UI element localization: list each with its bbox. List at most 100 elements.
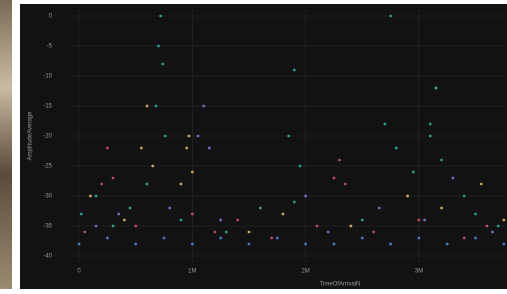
point	[140, 147, 143, 150]
point	[159, 15, 162, 18]
point	[276, 237, 279, 240]
photo-strip	[0, 0, 12, 289]
point	[248, 231, 251, 234]
point	[299, 165, 302, 168]
x-tick-label: 1M	[188, 269, 196, 275]
point	[361, 237, 364, 240]
point	[123, 219, 126, 222]
point	[151, 165, 154, 168]
point	[191, 243, 194, 246]
point	[412, 171, 415, 174]
point	[259, 207, 262, 210]
y-tick-label: -35	[43, 224, 52, 230]
point	[270, 237, 273, 240]
point	[446, 243, 449, 246]
point	[502, 219, 505, 222]
chart: AmplitudeAverage TimeOfArrivalN 0-5-10-1…	[0, 0, 507, 289]
point	[423, 219, 426, 222]
point	[219, 237, 222, 240]
point	[248, 243, 251, 246]
point	[429, 123, 432, 126]
point	[180, 219, 183, 222]
point	[480, 183, 483, 186]
point	[157, 45, 160, 48]
point	[350, 225, 353, 228]
point	[344, 183, 347, 186]
point	[129, 207, 132, 210]
point	[463, 195, 466, 198]
point	[497, 225, 500, 228]
x-tick-label: 3M	[415, 269, 423, 275]
point	[485, 225, 488, 228]
y-axis-title: AmplitudeAverage	[28, 111, 34, 161]
point	[440, 159, 443, 162]
point	[429, 135, 432, 138]
x-axis-title: TimeOfArrivalN	[320, 282, 361, 288]
point	[293, 201, 296, 204]
point	[163, 237, 166, 240]
page: {"chart_data": {"type": "scatter", "y_la…	[0, 0, 507, 289]
point	[372, 231, 375, 234]
y-tick-label: -5	[47, 44, 53, 50]
point	[287, 135, 290, 138]
point	[185, 147, 188, 150]
point	[389, 243, 392, 246]
point	[282, 213, 285, 216]
point	[164, 135, 167, 138]
point	[474, 237, 477, 240]
point	[304, 195, 307, 198]
y-tick-label: -15	[43, 104, 52, 110]
point	[106, 147, 109, 150]
y-tick-label: -20	[43, 134, 52, 140]
point	[304, 243, 307, 246]
point	[83, 231, 86, 234]
point	[95, 195, 98, 198]
point	[214, 231, 217, 234]
point	[395, 147, 398, 150]
y-tick-label: -40	[43, 254, 52, 260]
point	[112, 225, 115, 228]
point	[406, 195, 409, 198]
point	[146, 183, 149, 186]
point	[389, 15, 392, 18]
point	[197, 135, 200, 138]
point	[384, 123, 387, 126]
point	[78, 243, 81, 246]
point	[327, 231, 330, 234]
point	[418, 237, 421, 240]
point	[191, 213, 194, 216]
y-tick-label: -25	[43, 164, 52, 170]
point	[463, 237, 466, 240]
point	[440, 207, 443, 210]
y-tick-label: -30	[43, 194, 52, 200]
point	[191, 171, 194, 174]
point	[316, 225, 319, 228]
point	[112, 177, 115, 180]
point	[202, 105, 205, 108]
point	[293, 69, 296, 72]
point	[434, 87, 437, 90]
point	[100, 183, 103, 186]
point	[134, 243, 137, 246]
point	[236, 219, 239, 222]
point	[378, 207, 381, 210]
point	[474, 213, 477, 216]
point	[502, 243, 505, 246]
point	[491, 231, 494, 234]
point	[333, 243, 336, 246]
point	[117, 213, 120, 216]
point	[106, 237, 109, 240]
point	[333, 177, 336, 180]
point	[161, 63, 164, 66]
point	[89, 195, 92, 198]
point	[168, 207, 171, 210]
point	[155, 105, 158, 108]
point	[134, 225, 137, 228]
point	[188, 135, 191, 138]
point	[361, 219, 364, 222]
point	[225, 231, 228, 234]
point	[451, 177, 454, 180]
point	[180, 183, 183, 186]
point	[208, 147, 211, 150]
y-tick-label: -10	[43, 74, 52, 80]
